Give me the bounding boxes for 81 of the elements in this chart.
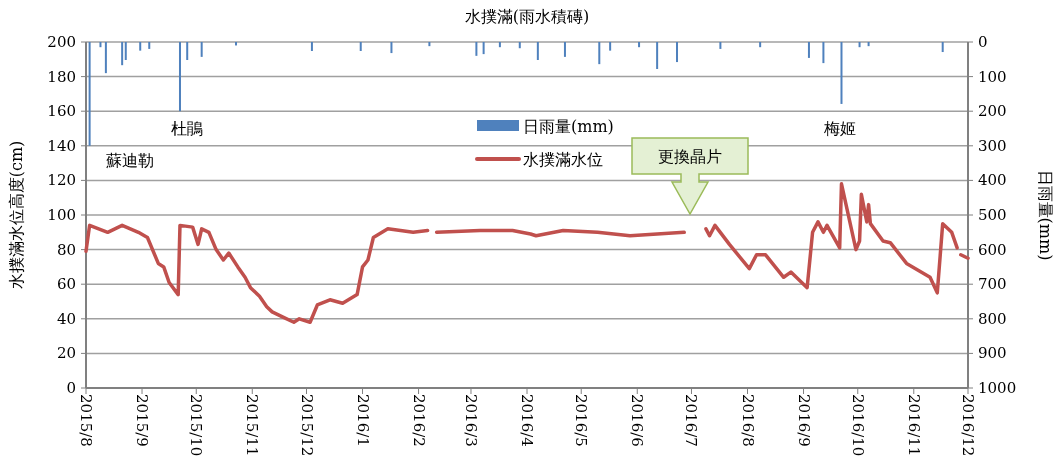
y2-tick-label: 900 <box>978 344 1007 363</box>
x-tick-label: 2015/8 <box>77 394 95 447</box>
y-tick-label: 40 <box>56 309 76 328</box>
bar <box>99 42 102 48</box>
legend-label: 日雨量(mm) <box>523 117 614 136</box>
x-tick-label: 2016/4 <box>518 394 536 447</box>
y2-tick-label: 0 <box>978 33 988 51</box>
x-tick-label: 2016/6 <box>628 394 647 447</box>
x-tick-label: 2016/12 <box>959 394 977 457</box>
y-tick-label: 100 <box>47 206 76 224</box>
x-tick-label: 2016/11 <box>904 394 923 457</box>
bar <box>186 42 189 60</box>
y2-axis-title: 日雨量(mm) <box>1036 169 1054 261</box>
y2-tick-label: 700 <box>978 275 1007 294</box>
bar <box>104 42 107 74</box>
x-tick-label: 2015/12 <box>297 394 316 457</box>
bar <box>719 42 722 49</box>
y2-tick-label: 600 <box>978 240 1007 259</box>
x-tick-label: 2016/1 <box>353 394 372 447</box>
bar <box>638 42 641 48</box>
y-tick-label: 80 <box>56 240 76 259</box>
bar <box>88 42 91 146</box>
bar <box>475 42 478 56</box>
bar <box>598 42 601 65</box>
bar <box>359 42 362 51</box>
x-tick-label: 2015/9 <box>133 394 152 447</box>
bar <box>807 42 810 58</box>
x-tick-label: 2016/9 <box>794 394 813 447</box>
x-tick-label: 2016/8 <box>738 394 757 447</box>
bar <box>536 42 539 60</box>
bar <box>139 42 142 51</box>
y-axis-title: 水撲滿水位高度(cm) <box>7 140 26 290</box>
x-tick-label: 2016/10 <box>848 394 867 457</box>
annotation: 蘇迪勒 <box>106 151 154 170</box>
bar <box>390 42 393 54</box>
y2-tick-label: 200 <box>978 102 1007 121</box>
y-tick-label: 20 <box>56 344 76 363</box>
bar <box>609 42 612 51</box>
y-tick-label: 0 <box>66 379 76 397</box>
legend-label: 水撲滿水位 <box>523 150 603 169</box>
y2-tick-label: 1000 <box>978 379 1017 397</box>
bar <box>656 42 659 69</box>
bar <box>676 42 679 63</box>
bar <box>941 42 944 53</box>
bar <box>858 42 861 48</box>
y-tick-label: 180 <box>47 67 76 86</box>
bar <box>759 42 762 48</box>
bar <box>200 42 203 57</box>
annotation: 更換晶片 <box>658 147 722 166</box>
y2-tick-label: 800 <box>978 309 1007 328</box>
bar <box>867 42 870 47</box>
bar <box>482 42 485 55</box>
bar <box>121 42 124 66</box>
y2-tick-label: 300 <box>978 136 1007 155</box>
bar <box>563 42 566 57</box>
bar <box>124 42 127 60</box>
x-tick-label: 2015/10 <box>187 394 206 457</box>
bar <box>178 42 181 112</box>
y-tick-label: 140 <box>47 136 76 155</box>
x-tick-label: 2016/7 <box>682 394 701 447</box>
x-tick-label: 2016/2 <box>409 394 428 447</box>
x-tick-label: 2016/3 <box>461 394 480 447</box>
bar <box>310 42 313 51</box>
bar <box>518 42 521 49</box>
bar <box>148 42 151 49</box>
y2-tick-label: 500 <box>978 206 1007 224</box>
x-tick-label: 2016/5 <box>572 394 591 447</box>
x-tick-label: 2015/11 <box>243 394 262 457</box>
annotation: 杜鵑 <box>171 119 203 138</box>
y-tick-label: 160 <box>47 102 76 121</box>
bar <box>840 42 843 104</box>
chart-title: 水撲滿(雨水積磚) <box>464 7 590 26</box>
y2-tick-label: 400 <box>978 171 1007 190</box>
y-tick-label: 60 <box>56 275 76 294</box>
y-tick-label: 120 <box>47 171 76 190</box>
y-tick-label: 200 <box>47 33 76 51</box>
y2-tick-label: 100 <box>978 67 1007 86</box>
annotation: 梅姬 <box>823 119 856 138</box>
bar <box>428 42 431 47</box>
bar <box>822 42 825 64</box>
bar <box>498 42 501 48</box>
